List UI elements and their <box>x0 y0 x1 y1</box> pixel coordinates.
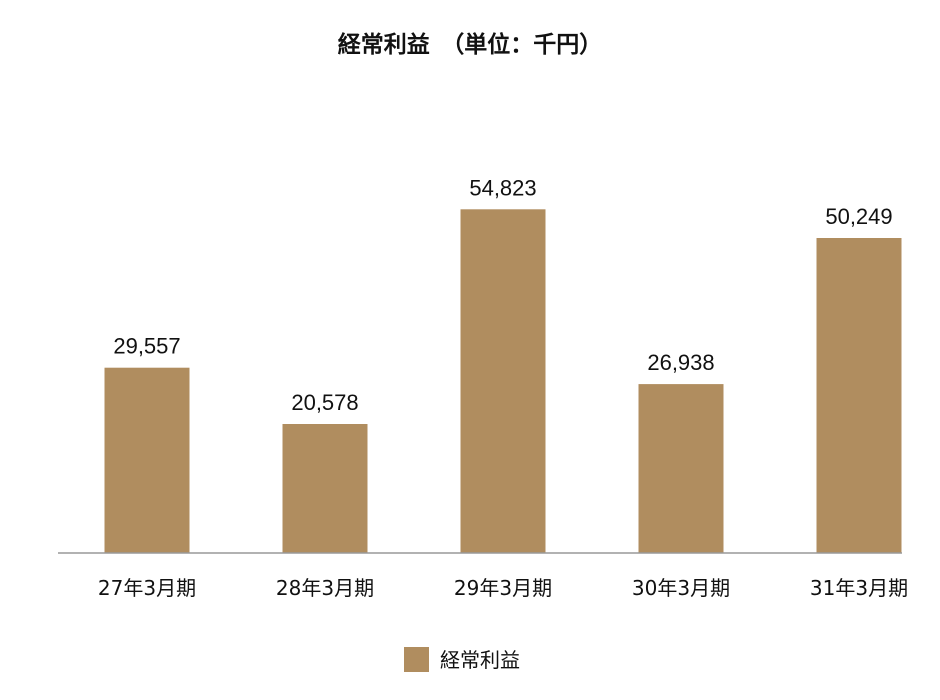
x-tick-label-4: 31年3月期 <box>810 576 908 600</box>
bar-3 <box>638 384 724 553</box>
x-tick-label-3: 30年3月期 <box>632 576 730 600</box>
legend-swatch <box>404 647 429 672</box>
x-tick-label-1: 28年3月期 <box>276 576 374 600</box>
bar-0 <box>104 367 190 553</box>
value-label-1: 20,578 <box>291 390 358 415</box>
legend-label: 経常利益 <box>440 648 520 672</box>
chart-title: 経常利益 （単位：千円） <box>338 31 603 58</box>
value-label-3: 26,938 <box>647 350 714 375</box>
legend: 経常利益 <box>404 647 520 672</box>
value-label-4: 50,249 <box>825 204 892 229</box>
value-label-0: 29,557 <box>113 334 180 359</box>
x-tick-label-0: 27年3月期 <box>98 576 196 600</box>
bar-1 <box>282 424 368 553</box>
x-tick-labels-layer: 27年3月期 28年3月期 29年3月期 30年3月期 31年3月期 <box>98 576 908 600</box>
value-labels-layer: 29,557 20,578 54,823 26,938 50,249 <box>113 175 892 415</box>
value-label-2: 54,823 <box>469 175 536 200</box>
bars-layer <box>104 209 902 554</box>
bar-4 <box>816 238 902 553</box>
bar-2 <box>460 209 546 554</box>
x-tick-label-2: 29年3月期 <box>454 576 552 600</box>
